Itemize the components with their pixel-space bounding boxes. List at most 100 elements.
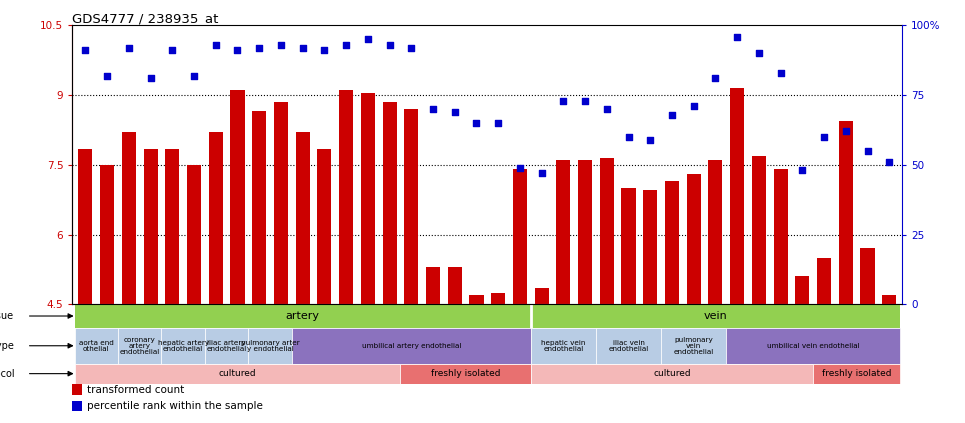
Bar [161,328,205,364]
Point [794,167,810,174]
Bar [774,170,787,304]
Text: pulmonary arter
y endothelial: pulmonary arter y endothelial [240,340,299,352]
Bar [426,267,440,304]
Bar [100,165,114,304]
Point [78,47,94,54]
Text: pulmonary
vein
endothelial: pulmonary vein endothelial [674,337,714,355]
Bar [404,109,419,304]
Bar [248,328,291,364]
Text: tissue: tissue [0,311,14,321]
Bar [600,158,614,304]
Point [534,170,549,176]
Bar [122,132,136,304]
Text: cell type: cell type [0,341,14,351]
Bar [535,288,549,304]
Point [143,75,158,82]
Point [99,72,115,79]
Bar [74,328,118,364]
Text: hepatic vein
endothelial: hepatic vein endothelial [541,340,586,352]
Point [403,44,419,51]
Point [773,69,788,76]
Point [426,106,441,113]
Point [751,50,766,57]
Bar [817,258,831,304]
Bar [231,91,244,304]
Bar [512,170,527,304]
Point [208,41,224,48]
Point [165,47,180,54]
Bar [708,160,723,304]
Bar [361,93,374,304]
Point [707,75,723,82]
Bar [469,295,483,304]
Text: hepatic artery
endothelial: hepatic artery endothelial [157,340,208,352]
Point [317,47,332,54]
Bar [74,364,400,384]
Point [447,108,462,115]
Bar [621,188,636,304]
Point [838,128,853,135]
Bar [339,91,353,304]
Bar [531,364,813,384]
Point [469,120,484,126]
Bar [531,304,900,328]
Point [643,136,658,143]
Point [881,159,896,165]
Point [816,134,832,140]
Text: vein: vein [703,311,728,321]
Bar [78,148,93,304]
Point [186,72,202,79]
Point [382,41,398,48]
Point [252,44,267,51]
Point [620,134,636,140]
Text: artery: artery [286,311,319,321]
Bar [727,328,900,364]
Text: aorta end
othelial: aorta end othelial [79,340,114,352]
Bar [687,174,701,304]
Point [686,103,702,110]
Text: freshly isolated: freshly isolated [822,369,892,378]
Bar [556,160,570,304]
Bar [274,102,288,304]
Bar [382,102,397,304]
Bar [317,148,331,304]
Bar [291,328,531,364]
Bar [208,132,223,304]
Point [273,41,289,48]
Bar [795,276,810,304]
Bar [187,165,201,304]
Bar [400,364,531,384]
Bar [665,181,679,304]
Bar [531,328,596,364]
Point [122,44,137,51]
Bar [144,148,157,304]
Text: coronary
artery
endothelial: coronary artery endothelial [120,337,160,355]
Point [860,148,875,154]
Bar [596,328,661,364]
Bar [448,267,462,304]
Bar [861,248,874,304]
Point [295,44,311,51]
Bar [72,401,82,412]
Bar [491,293,506,304]
Point [577,97,593,104]
Point [556,97,571,104]
Point [664,111,679,118]
Bar [578,160,593,304]
Point [360,36,375,43]
Point [512,164,528,171]
Bar [752,156,766,304]
Point [230,47,245,54]
Bar [252,111,266,304]
Bar [118,328,161,364]
Text: freshly isolated: freshly isolated [430,369,500,378]
Text: percentile rank within the sample: percentile rank within the sample [87,401,263,411]
Bar [72,385,82,396]
Point [730,33,745,40]
Text: GDS4777 / 238935_at: GDS4777 / 238935_at [72,12,219,25]
Point [490,120,506,126]
Point [339,41,354,48]
Bar [165,148,179,304]
Point [599,106,615,113]
Text: umbilical vein endothelial: umbilical vein endothelial [767,343,860,349]
